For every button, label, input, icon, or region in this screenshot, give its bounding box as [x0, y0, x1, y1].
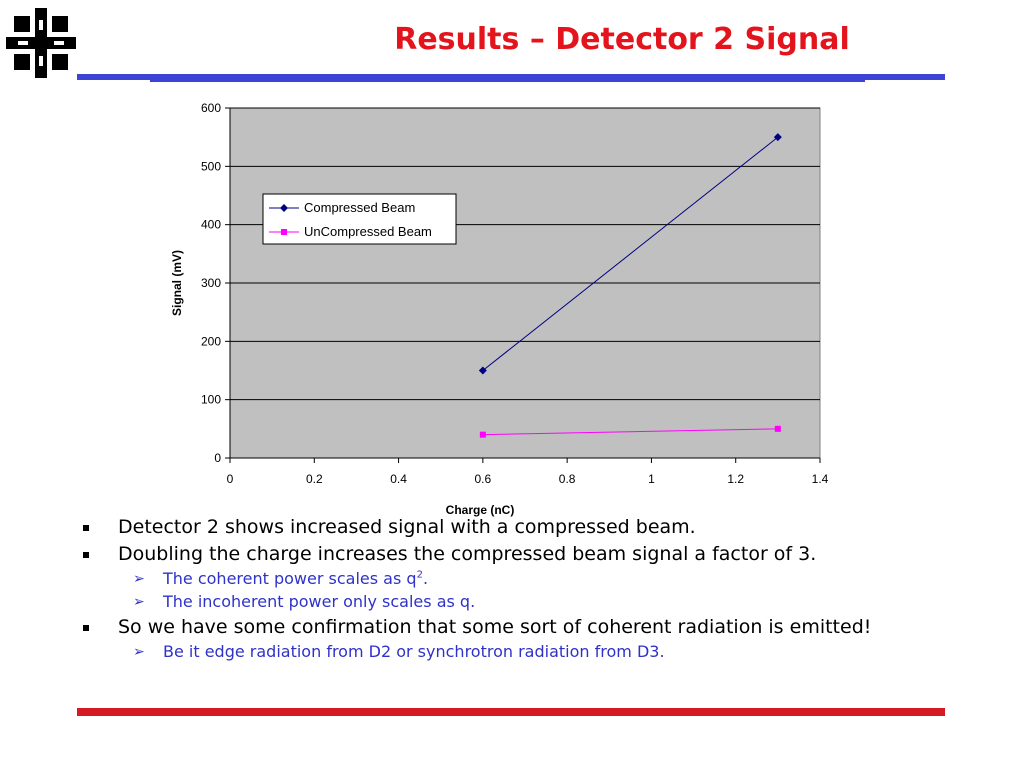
signal-chart: 0 100 200 300 400 500 600 0 0.2 0.4 0.6 0.8 1 1.2 1.4 C… — [170, 101, 829, 517]
arrow-bullet-icon: ➢ — [133, 571, 145, 587]
y-tick-label: 200 — [201, 334, 221, 348]
fermilab-logo-icon — [6, 8, 76, 78]
sub-bullet-item: ➢ The incoherent power only scales as q. — [133, 592, 476, 611]
x-tick-label: 0.2 — [306, 472, 323, 486]
sub-bullet-item: ➢ The coherent power scales as q2. — [133, 569, 429, 588]
x-tick-label: 0.8 — [559, 472, 576, 486]
x-tick-label: 1 — [648, 472, 655, 486]
x-tick-label: 1.4 — [812, 472, 829, 486]
title-divider-thin — [150, 80, 865, 82]
x-axis-label: Charge (nC) — [446, 503, 515, 517]
slide-title: Results – Detector 2 Signal — [394, 22, 850, 57]
data-point-square — [774, 425, 781, 432]
data-point-diamond — [478, 366, 487, 375]
legend-label: UnCompressed Beam — [304, 224, 432, 239]
bullet-item: So we have some confirmation that some s… — [77, 616, 937, 639]
legend — [262, 193, 457, 245]
square-bullet-icon — [83, 552, 89, 558]
legend-marker-diamond — [280, 204, 288, 212]
square-bullet-icon — [83, 525, 89, 531]
y-tick-label: 400 — [201, 218, 221, 232]
x-tick-label: 0 — [227, 472, 234, 486]
y-tick-label: 300 — [201, 276, 221, 290]
bullet-list: Detector 2 shows increased signal with a… — [77, 512, 937, 662]
x-tick-label: 0.4 — [390, 472, 407, 486]
x-tick-label: 1.2 — [727, 472, 744, 486]
y-tick-label: 500 — [201, 159, 221, 173]
arrow-bullet-icon: ➢ — [133, 594, 145, 610]
legend-label: Compressed Beam — [304, 200, 415, 215]
series-line-0 — [482, 136, 779, 371]
square-bullet-icon — [83, 625, 89, 631]
title-divider — [77, 74, 945, 80]
bullet-item: Detector 2 shows increased signal with a… — [77, 516, 937, 539]
arrow-bullet-icon: ➢ — [133, 644, 145, 660]
y-tick-label: 0 — [214, 451, 221, 465]
y-tick-label: 600 — [201, 101, 221, 115]
bullet-item: Doubling the charge increases the compre… — [77, 543, 937, 566]
y-tick-label: 100 — [201, 393, 221, 407]
x-tick-label: 0.6 — [475, 472, 492, 486]
legend-marker-square — [281, 229, 287, 235]
series-line-1 — [482, 428, 778, 436]
footer-divider — [77, 708, 945, 716]
data-point-square — [479, 431, 486, 438]
data-point-diamond — [773, 133, 782, 142]
sub-bullet-item: ➢ Be it edge radiation from D2 or synchro… — [133, 642, 665, 661]
y-axis-label: Signal (mV) — [170, 250, 184, 316]
